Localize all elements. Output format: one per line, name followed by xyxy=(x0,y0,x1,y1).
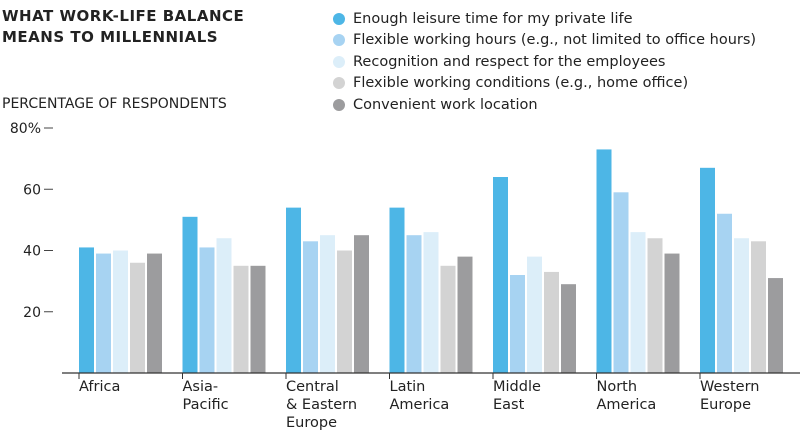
x-category-label: Asia- Pacific xyxy=(182,379,229,413)
legend-item-flexible-conditions: Flexible working conditions (e.g., home … xyxy=(333,73,756,95)
x-category-label: Latin America xyxy=(389,379,450,413)
x-category-label: Africa xyxy=(79,379,121,395)
bar xyxy=(303,241,318,373)
bar xyxy=(613,192,629,373)
bar xyxy=(493,177,508,373)
x-category-label: Middle East xyxy=(493,379,541,413)
bar xyxy=(664,253,680,373)
bar xyxy=(527,256,542,373)
legend-label: Flexible working hours (e.g., not limite… xyxy=(353,32,757,49)
legend-label: Enough leisure time for my private life xyxy=(353,10,633,27)
y-tick-label: 20 xyxy=(23,305,41,321)
bar xyxy=(354,235,369,373)
y-axis-title: PERCENTAGE OF RESPONDENTS xyxy=(2,96,227,112)
bar xyxy=(250,265,266,373)
bar xyxy=(647,238,663,373)
legend-swatch xyxy=(333,12,345,25)
bar xyxy=(457,256,473,373)
y-tick-label: 80% xyxy=(10,121,41,137)
legend-item-work-location: Convenient work location xyxy=(333,94,756,116)
bar xyxy=(700,167,715,373)
y-tick-label: 60 xyxy=(23,182,41,198)
bar xyxy=(510,275,525,373)
bar xyxy=(233,265,249,373)
bar xyxy=(423,232,439,373)
bar xyxy=(751,241,766,373)
x-category-label: Western Europe xyxy=(700,379,760,413)
legend-item-leisure-time: Enough leisure time for my private life xyxy=(333,8,756,30)
legend-item-recognition: Recognition and respect for the employee… xyxy=(333,51,756,73)
bar xyxy=(544,271,559,373)
bar xyxy=(182,216,198,373)
bar xyxy=(768,278,783,373)
bar xyxy=(440,265,456,373)
x-category-label: Central & Eastern Europe xyxy=(286,379,358,431)
legend-item-flexible-hours: Flexible working hours (e.g., not limite… xyxy=(333,30,756,52)
legend-label: Flexible working conditions (e.g., home … xyxy=(353,75,689,92)
bar xyxy=(286,207,301,373)
legend-label: Recognition and respect for the employee… xyxy=(353,53,666,70)
legend-swatch xyxy=(333,98,345,111)
bar xyxy=(79,247,94,373)
bar xyxy=(216,238,232,373)
bar xyxy=(630,232,646,373)
legend-label: Convenient work location xyxy=(353,96,538,113)
bar xyxy=(337,250,352,373)
chart-title: WHAT WORK-LIFE BALANCE MEANS TO MILLENNI… xyxy=(2,6,302,48)
chart-title-line-2: MEANS TO MILLENNIALS xyxy=(2,28,219,46)
legend: Enough leisure time for my private life … xyxy=(333,8,756,116)
bar xyxy=(406,235,422,373)
bar xyxy=(199,247,215,373)
bar xyxy=(96,253,111,373)
bar xyxy=(561,284,576,373)
bar xyxy=(596,149,612,373)
bar xyxy=(389,207,405,373)
legend-swatch xyxy=(333,55,345,68)
x-category-label: North America xyxy=(596,379,657,413)
bar xyxy=(320,235,335,373)
bar xyxy=(734,238,749,373)
legend-swatch xyxy=(333,77,345,90)
bar xyxy=(147,253,162,373)
bar xyxy=(113,250,128,373)
bar xyxy=(130,262,145,373)
legend-swatch xyxy=(333,34,345,47)
bar xyxy=(717,213,732,373)
chart-title-line-1: WHAT WORK-LIFE BALANCE xyxy=(2,7,245,25)
y-tick-label: 40 xyxy=(23,244,41,260)
